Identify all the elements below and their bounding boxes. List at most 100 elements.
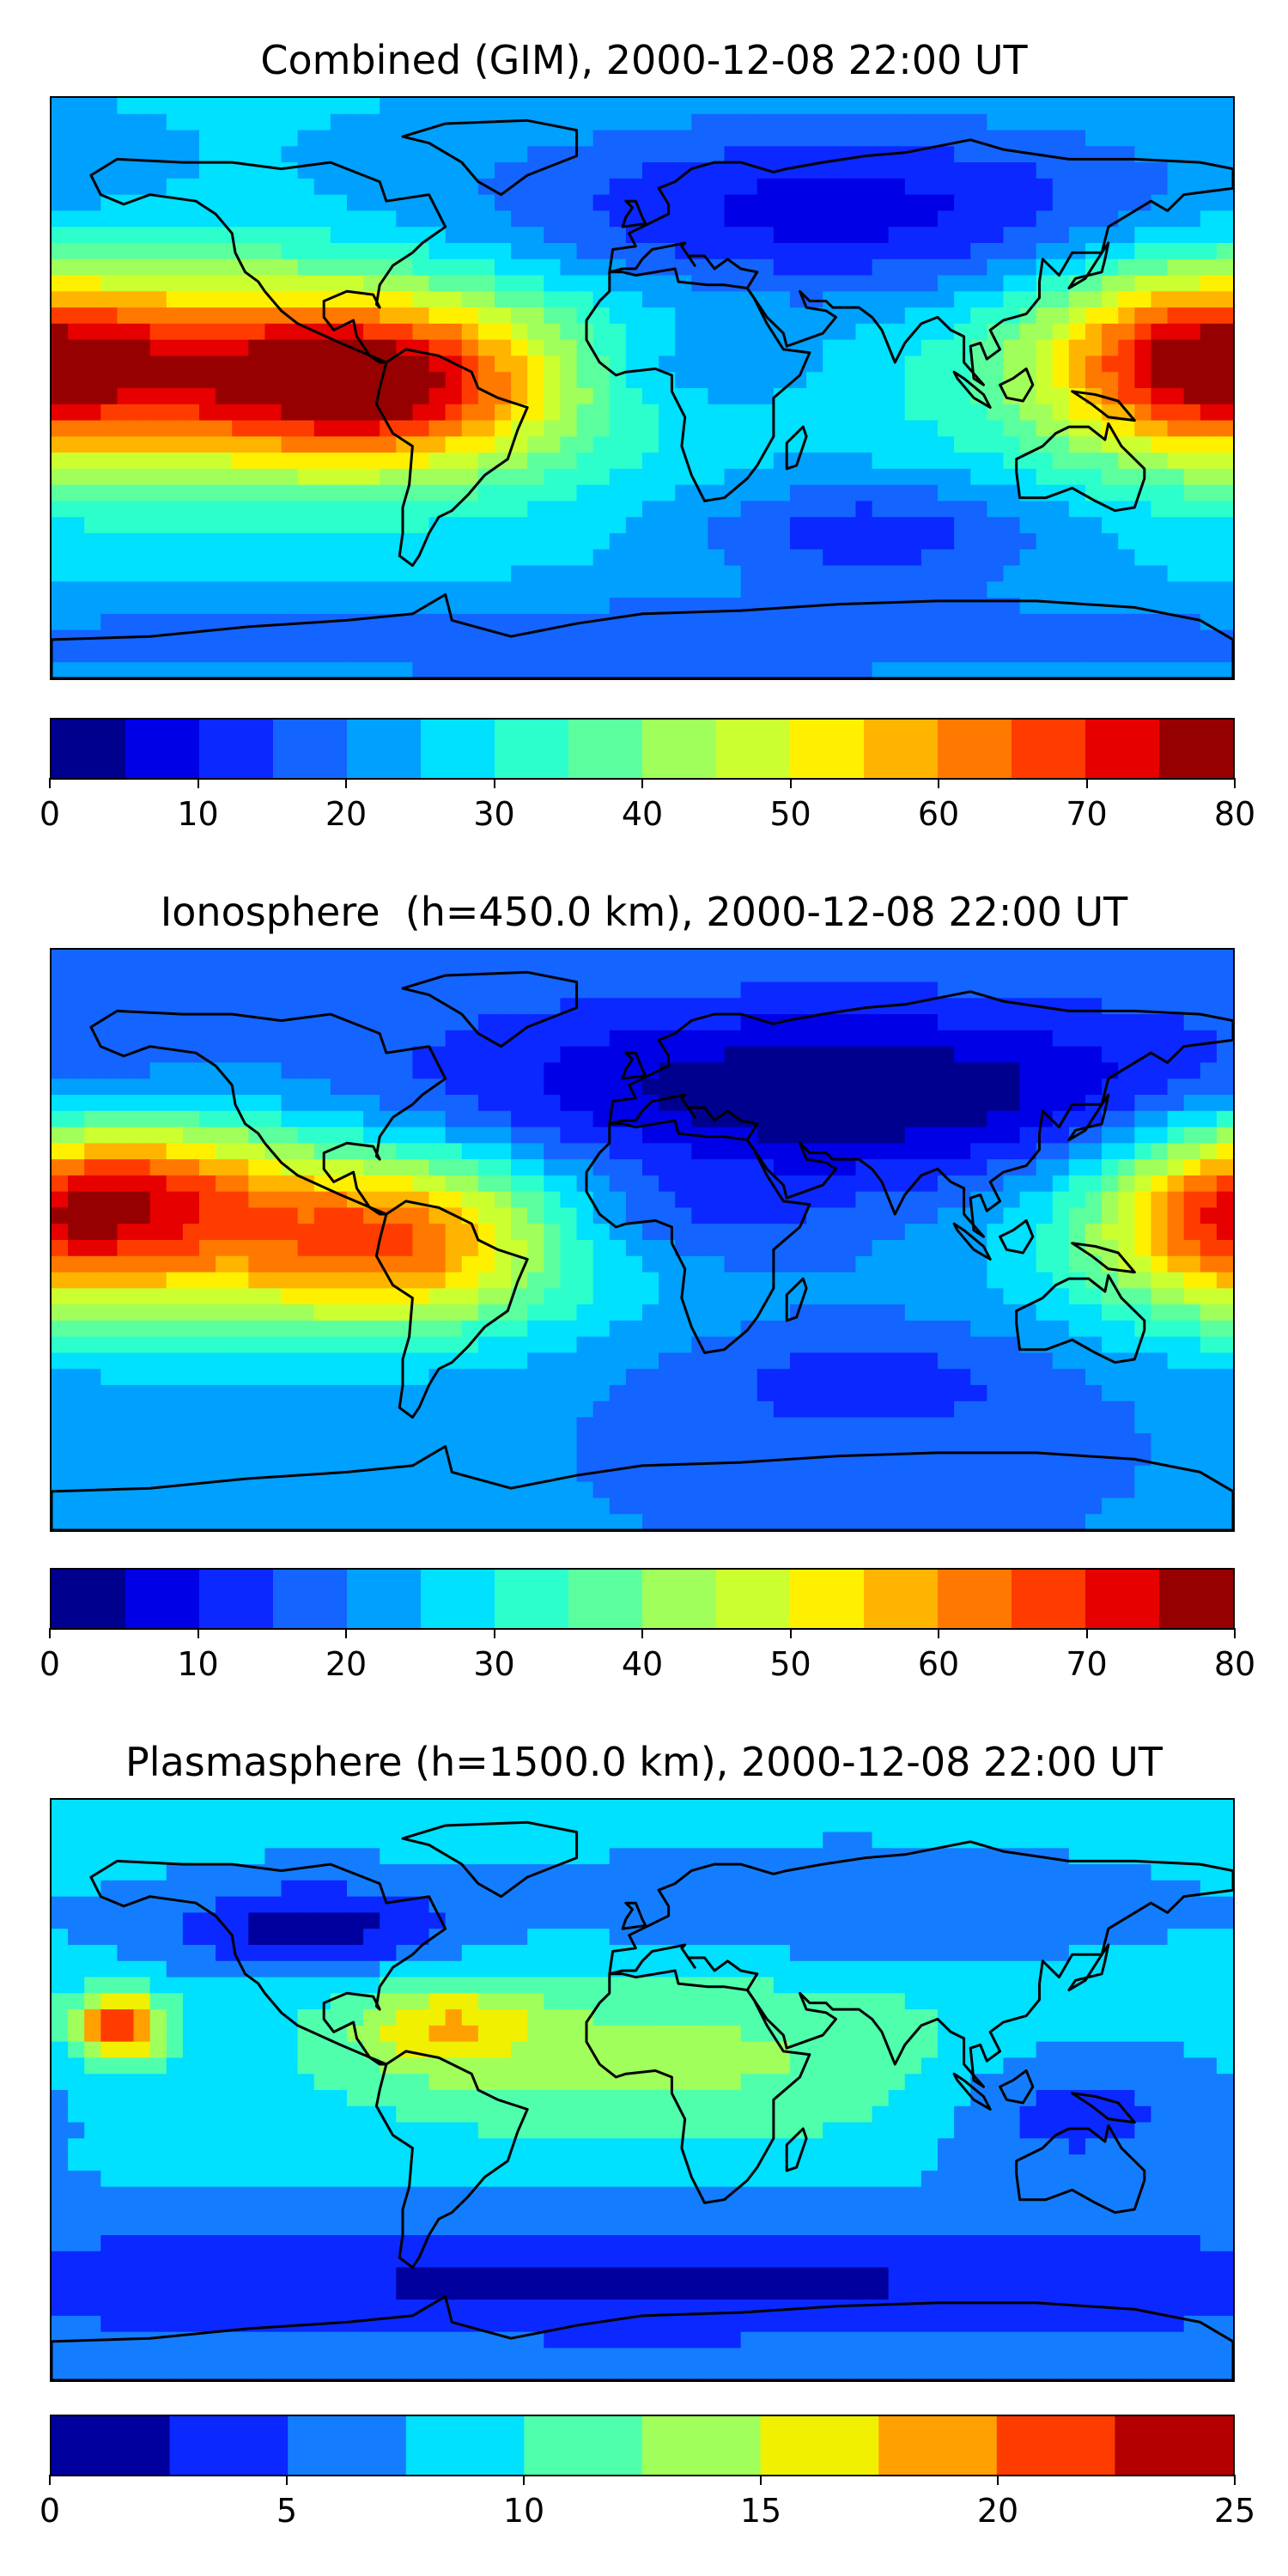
field-cell — [1151, 436, 1169, 453]
field-cell — [1167, 98, 1185, 115]
field-cell — [1036, 549, 1054, 567]
field-cell — [445, 258, 463, 276]
field-cell — [790, 178, 807, 196]
field-cell — [544, 227, 562, 244]
field-cell — [1052, 1385, 1070, 1402]
field-cell — [790, 1159, 807, 1176]
field-cell — [248, 1159, 266, 1176]
field-cell — [823, 453, 840, 470]
field-cell — [445, 1385, 463, 1402]
field-cell — [166, 468, 184, 486]
field-cell — [806, 436, 823, 453]
field-cell — [1102, 1304, 1119, 1321]
field-cell — [823, 1352, 840, 1370]
field-cell — [740, 1159, 758, 1176]
field-cell — [773, 98, 791, 115]
field-cell — [659, 146, 676, 163]
field-cell — [691, 146, 709, 163]
field-cell — [987, 1159, 1005, 1176]
field-cell — [166, 210, 184, 228]
field-cell — [954, 1143, 971, 1160]
field-cell — [904, 420, 922, 437]
field-cell — [182, 275, 200, 292]
field-cell — [297, 998, 315, 1015]
field-cell — [1216, 1207, 1233, 1224]
field-cell — [987, 1078, 1005, 1096]
field-cell — [823, 258, 840, 276]
field-cell — [100, 1159, 118, 1176]
field-cell — [675, 162, 692, 179]
field-cell — [232, 98, 249, 115]
field-cell — [560, 484, 578, 502]
field-cell — [1200, 113, 1218, 131]
field-cell — [412, 1159, 430, 1176]
field-cell — [1118, 339, 1135, 357]
field-cell — [511, 501, 528, 518]
field-cell — [1151, 965, 1169, 983]
field-cell — [264, 1095, 283, 1112]
field-cell — [920, 355, 939, 373]
field-cell — [216, 662, 233, 678]
field-cell — [938, 146, 955, 163]
field-cell — [609, 210, 627, 228]
field-cell — [625, 1240, 643, 1257]
field-cell — [920, 194, 939, 212]
field-cell — [1118, 275, 1135, 292]
field-cell — [1118, 1207, 1135, 1224]
field-cell — [987, 275, 1005, 292]
field-cell — [166, 323, 184, 341]
coastlines — [52, 118, 1233, 678]
field-cell — [938, 1433, 955, 1450]
field-cell — [642, 1417, 659, 1434]
field-cell — [1052, 1288, 1070, 1305]
field-cell — [691, 1143, 709, 1160]
field-cell — [527, 1175, 544, 1193]
colorbar-tick — [345, 778, 347, 788]
field-cell — [445, 1127, 463, 1144]
field-cell — [445, 178, 463, 196]
field-cell — [1183, 1224, 1201, 1241]
field-cell — [281, 981, 299, 999]
coastline — [1067, 241, 1110, 290]
field-cell — [872, 1175, 890, 1193]
field-cell — [1052, 1159, 1070, 1176]
field-cell — [396, 1062, 414, 1079]
field-cell — [609, 1385, 627, 1402]
field-cell — [84, 501, 101, 518]
field-cell — [839, 420, 857, 437]
field-cell — [1216, 1175, 1233, 1193]
field-cell — [52, 965, 69, 983]
field-cell — [412, 517, 430, 534]
field-cell — [1118, 484, 1135, 502]
field-cell — [609, 965, 627, 983]
field-cell — [708, 533, 726, 550]
field-cell — [904, 194, 922, 212]
field-cell — [182, 420, 200, 437]
colorbar-segment — [642, 720, 717, 778]
field-cell — [199, 355, 216, 373]
field-cell — [659, 1159, 676, 1176]
field-cell — [68, 436, 85, 453]
field-cell — [84, 533, 101, 550]
field-cell — [855, 420, 873, 437]
field-cell — [544, 291, 562, 308]
field-cell — [839, 291, 857, 308]
field-cell — [1183, 98, 1201, 115]
field-cell — [938, 243, 955, 260]
field-cell — [264, 965, 283, 983]
field-cell — [1134, 1224, 1152, 1241]
field-cell — [84, 517, 101, 534]
field-cell — [313, 484, 331, 502]
field-cell — [1019, 1207, 1037, 1224]
field-cell — [560, 629, 578, 647]
field-cell — [708, 1304, 726, 1321]
field-cell — [872, 339, 890, 357]
field-cell — [839, 662, 857, 678]
field-cell — [1068, 307, 1086, 325]
field-cell — [477, 998, 495, 1015]
field-cell — [691, 1046, 709, 1064]
field-cell — [52, 613, 69, 631]
field-cell — [166, 517, 184, 534]
field-cell — [412, 1369, 430, 1386]
field-cell — [1003, 98, 1021, 115]
